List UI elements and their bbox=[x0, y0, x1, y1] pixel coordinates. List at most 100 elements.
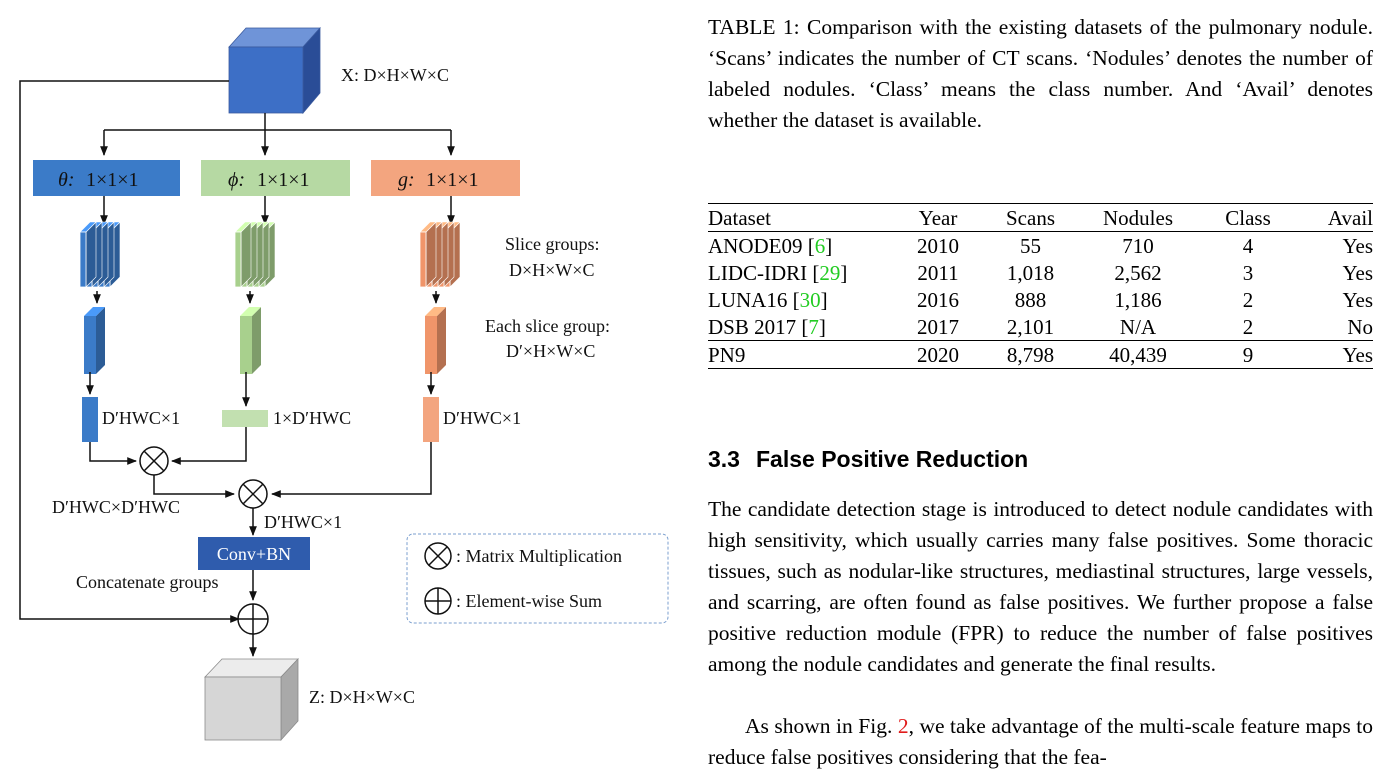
g-slice-stack bbox=[419, 221, 461, 288]
phi-conv-box bbox=[201, 160, 350, 196]
slice-groups-label: Slice groups: bbox=[505, 234, 600, 254]
theta-conv-box bbox=[33, 160, 180, 196]
table-header-row: Dataset Year Scans Nodules Class Avail bbox=[708, 203, 1373, 232]
citation-link[interactable]: 7 bbox=[808, 314, 819, 339]
slice-to-vector-arrows bbox=[86, 372, 435, 407]
conv-bn-label: Conv+BN bbox=[217, 544, 291, 564]
concat-label: Concatenate groups bbox=[76, 572, 218, 592]
datasets-table: Dataset Year Scans Nodules Class Avail A… bbox=[708, 203, 1373, 369]
nonlocal-block-diagram: X: D×H×W×C θ: 1×1×1 ϕ: 1×1×1 g: 1×1×1 Sl… bbox=[19, 26, 669, 742]
theta-symbol: θ: bbox=[58, 169, 74, 191]
section-number: 3.3 bbox=[708, 446, 740, 472]
dataset-name: PN9 bbox=[708, 342, 746, 367]
avail-cell: Yes bbox=[1342, 260, 1373, 285]
table-caption: TABLE 1: Comparison with the existing da… bbox=[708, 15, 1373, 132]
g-conv-label: 1×1×1 bbox=[426, 169, 479, 191]
phi-vector bbox=[222, 410, 268, 427]
table-row: DSB 2017 [7] 2017 2,101 N/A 2 No bbox=[708, 314, 1373, 339]
mul1-connectors bbox=[89, 427, 247, 465]
year-cell: 2016 bbox=[917, 287, 959, 312]
skip-connection bbox=[19, 80, 240, 623]
scans-cell: 55 bbox=[1020, 233, 1041, 258]
slice-face bbox=[96, 307, 105, 374]
each-slice-dims: D′×H×W×C bbox=[506, 341, 595, 361]
paragraph-1: The candidate detection stage is introdu… bbox=[708, 497, 1373, 676]
mul2-connectors bbox=[153, 442, 432, 498]
avail-cell: Yes bbox=[1342, 233, 1373, 258]
citation-link[interactable]: 30 bbox=[799, 287, 821, 312]
theta-conv-label: 1×1×1 bbox=[86, 169, 139, 191]
col-header: Dataset bbox=[708, 205, 771, 230]
scans-cell: 8,798 bbox=[1006, 342, 1055, 367]
paragraph-2: As shown in Fig. 2, we take advantage of… bbox=[708, 711, 1373, 773]
citation-link[interactable]: 29 bbox=[819, 260, 841, 285]
nodules-cell: 710 bbox=[1122, 233, 1154, 258]
col-header: Scans bbox=[1006, 205, 1055, 230]
nodules-cell: 40,439 bbox=[1109, 342, 1167, 367]
para2-text-start: As shown in Fig. bbox=[745, 714, 893, 738]
nodules-cell: 2,562 bbox=[1114, 260, 1162, 285]
nodules-cell: N/A bbox=[1119, 314, 1157, 339]
g-conv-box bbox=[371, 160, 520, 196]
output-cube bbox=[204, 657, 299, 742]
matrix-mul-node-1 bbox=[139, 446, 169, 476]
each-slice-label: Each slice group: bbox=[485, 316, 610, 336]
theta-vector bbox=[82, 397, 98, 442]
slice-plate bbox=[85, 221, 97, 288]
slice-face bbox=[252, 307, 261, 374]
slice-plate bbox=[79, 231, 87, 288]
slice-face bbox=[425, 316, 437, 374]
g-symbol: g: bbox=[398, 169, 415, 191]
avail-cell: Yes bbox=[1342, 342, 1373, 367]
col-header: Nodules bbox=[1103, 205, 1173, 230]
table-row: ANODE09 [6] 2010 55 710 4 Yes bbox=[708, 233, 1373, 258]
avail-cell: No bbox=[1347, 314, 1373, 339]
figure-ref-link[interactable]: 2 bbox=[897, 714, 909, 738]
slice-plate bbox=[234, 231, 242, 288]
phi-slice-stack bbox=[234, 221, 276, 288]
matrix-mul-node-2 bbox=[238, 479, 268, 509]
nodules-cell: 1,186 bbox=[1114, 287, 1162, 312]
theta-slice-stack bbox=[79, 221, 121, 288]
class-cell: 3 bbox=[1242, 260, 1254, 285]
scans-cell: 888 bbox=[1014, 287, 1047, 312]
slices-to-single-arrows bbox=[93, 291, 440, 304]
class-cell: 2 bbox=[1242, 314, 1254, 339]
branch-split bbox=[100, 113, 455, 156]
legend-mul-label: : Matrix Multiplication bbox=[456, 546, 622, 566]
conv-bn-box bbox=[198, 537, 310, 570]
col-header: Class bbox=[1225, 205, 1271, 230]
section-title: False Positive Reduction bbox=[755, 446, 1029, 472]
phi-single-slice bbox=[240, 307, 261, 374]
dataset-name: ANODE09 bbox=[708, 233, 803, 258]
conv-to-slices-arrows bbox=[100, 196, 455, 225]
phi-vector-label: 1×D′HWC bbox=[273, 408, 351, 428]
slice-face bbox=[437, 307, 446, 374]
slice-face bbox=[240, 316, 252, 374]
input-label: X: D×H×W×C bbox=[341, 65, 449, 85]
g-single-slice bbox=[425, 307, 446, 374]
year-cell: 2020 bbox=[917, 342, 959, 367]
slice-face bbox=[84, 316, 96, 374]
col-header: Year bbox=[918, 205, 958, 230]
output-label: Z: D×H×W×C bbox=[309, 687, 415, 707]
class-cell: 9 bbox=[1242, 342, 1254, 367]
theta-single-slice bbox=[84, 307, 105, 374]
dataset-name: DSB 2017 bbox=[708, 314, 797, 339]
year-cell: 2011 bbox=[917, 260, 959, 285]
avail-cell: Yes bbox=[1342, 287, 1373, 312]
slice-face bbox=[240, 307, 261, 316]
class-cell: 4 bbox=[1242, 233, 1254, 258]
slice-face bbox=[425, 307, 446, 316]
dataset-name: LUNA16 bbox=[708, 287, 788, 312]
col-header: Avail bbox=[1327, 205, 1373, 230]
result-label: D′HWC×1 bbox=[264, 512, 342, 532]
legend-sum-label: : Element-wise Sum bbox=[456, 591, 602, 611]
g-vector-label: D′HWC×1 bbox=[443, 408, 521, 428]
slice-plate bbox=[419, 231, 427, 288]
g-vector bbox=[423, 397, 439, 442]
scans-cell: 2,101 bbox=[1006, 314, 1055, 339]
citation-link[interactable]: 6 bbox=[814, 233, 826, 258]
section-heading: 3.3 False Positive Reduction bbox=[708, 446, 1044, 473]
phi-conv-label: 1×1×1 bbox=[257, 169, 310, 191]
